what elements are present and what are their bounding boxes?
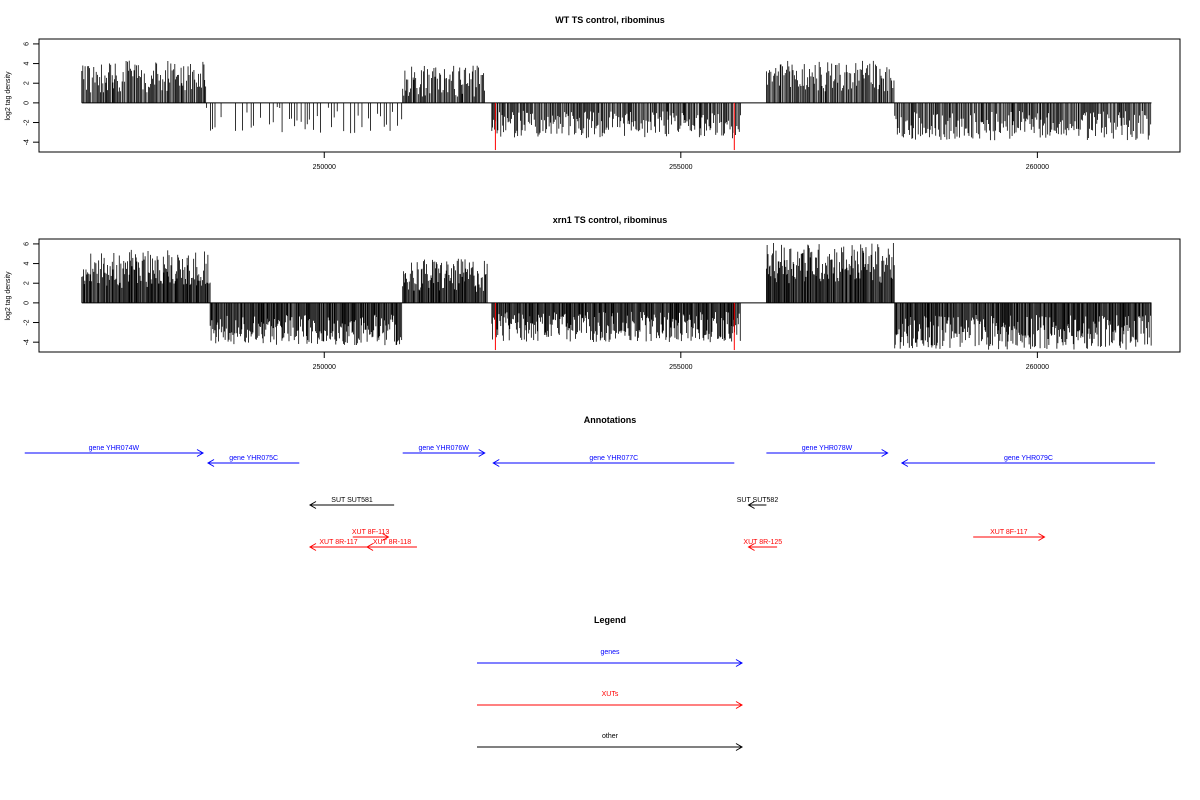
feature-label: XUT 8R-118 [373, 539, 411, 546]
feature-list: gene YHR074W gene YHR075C gene YHR076W gene… [24, 445, 1156, 551]
y-tick-label: -4 [24, 139, 31, 145]
y-tick-label: 2 [24, 281, 31, 285]
feature-arrow [308, 543, 368, 551]
x-tick-label: 260000 [1026, 364, 1049, 371]
feature-arrow [352, 533, 390, 541]
feature-label: XUT 8R-117 [319, 539, 357, 546]
feature-arrow [402, 449, 486, 457]
coverage-bars [81, 243, 1152, 351]
legend-label: other [602, 733, 619, 740]
feature-label: gene YHR076W [418, 445, 469, 452]
x-tick-label: 260000 [1026, 164, 1049, 171]
feature-label: XUT 8F-117 [990, 529, 1028, 536]
x-tick-label: 255000 [669, 364, 692, 371]
feature-label: XUT 8F-113 [352, 529, 390, 536]
wt-coverage-panel: WT TS control, ribominus log2 tag densit… [5, 15, 1181, 171]
feature-arrow [207, 459, 300, 467]
y-axis-label: log2 tag density [5, 71, 12, 121]
y-tick-label: 4 [24, 262, 31, 266]
y-tick-label: 2 [24, 81, 31, 85]
x-tick-label: 250000 [313, 164, 336, 171]
legend-items: genes XUTs other [477, 649, 743, 751]
feature-arrow [747, 501, 767, 509]
feature-arrow [366, 543, 417, 551]
feature-label: gene YHR079C [1004, 455, 1053, 462]
y-tick-label: -2 [24, 319, 31, 325]
legend-arrow [477, 659, 743, 667]
feature-label: SUT SUT581 [331, 497, 373, 504]
legend-arrow [477, 701, 743, 709]
feature-arrow [973, 533, 1046, 541]
y-axis: -4 -2 0 2 4 6 [24, 242, 39, 345]
feature-label: SUT SUT582 [737, 497, 779, 504]
x-tick-label: 250000 [313, 364, 336, 371]
panel-title: xrn1 TS control, ribominus [553, 215, 668, 225]
x-tick-label: 255000 [669, 164, 692, 171]
coverage-bars [81, 60, 1152, 151]
legend-label: XUTs [602, 691, 619, 698]
feature-arrow [747, 543, 778, 551]
y-tick-label: 4 [24, 62, 31, 66]
legend-arrow [477, 743, 743, 751]
feature-label: XUT 8R-125 [743, 539, 782, 546]
y-tick-label: 6 [24, 242, 31, 246]
feature-label: gene YHR074W [89, 445, 140, 452]
feature-arrow [766, 449, 889, 457]
legend-title: Legend [594, 615, 626, 625]
plot-frame [38, 238, 1181, 353]
feature-arrow [492, 459, 735, 467]
x-axis: 250000 255000 260000 [313, 352, 1049, 371]
y-axis: -4 -2 0 2 4 6 [24, 42, 39, 145]
feature-arrow [900, 459, 1156, 467]
feature-arrow [24, 449, 205, 457]
feature-label: gene YHR078W [802, 445, 853, 452]
legend-label: genes [600, 649, 620, 656]
y-axis-label: log2 tag density [5, 271, 12, 321]
y-tick-label: -4 [24, 339, 31, 345]
y-tick-label: 0 [24, 101, 31, 105]
annotations-title: Annotations [584, 415, 637, 425]
feature-label: gene YHR075C [229, 455, 278, 462]
feature-arrow [308, 501, 395, 509]
y-tick-label: 0 [24, 301, 31, 305]
panel-title: WT TS control, ribominus [555, 15, 665, 25]
xrn1-coverage-panel: xrn1 TS control, ribominus log2 tag dens… [5, 215, 1181, 371]
plot-frame [38, 38, 1181, 153]
x-axis: 250000 255000 260000 [313, 152, 1049, 171]
y-tick-label: -2 [24, 119, 31, 125]
y-tick-label: 6 [24, 42, 31, 46]
legend: Legend genes XUTs other [477, 615, 743, 751]
feature-label: gene YHR077C [589, 455, 638, 462]
